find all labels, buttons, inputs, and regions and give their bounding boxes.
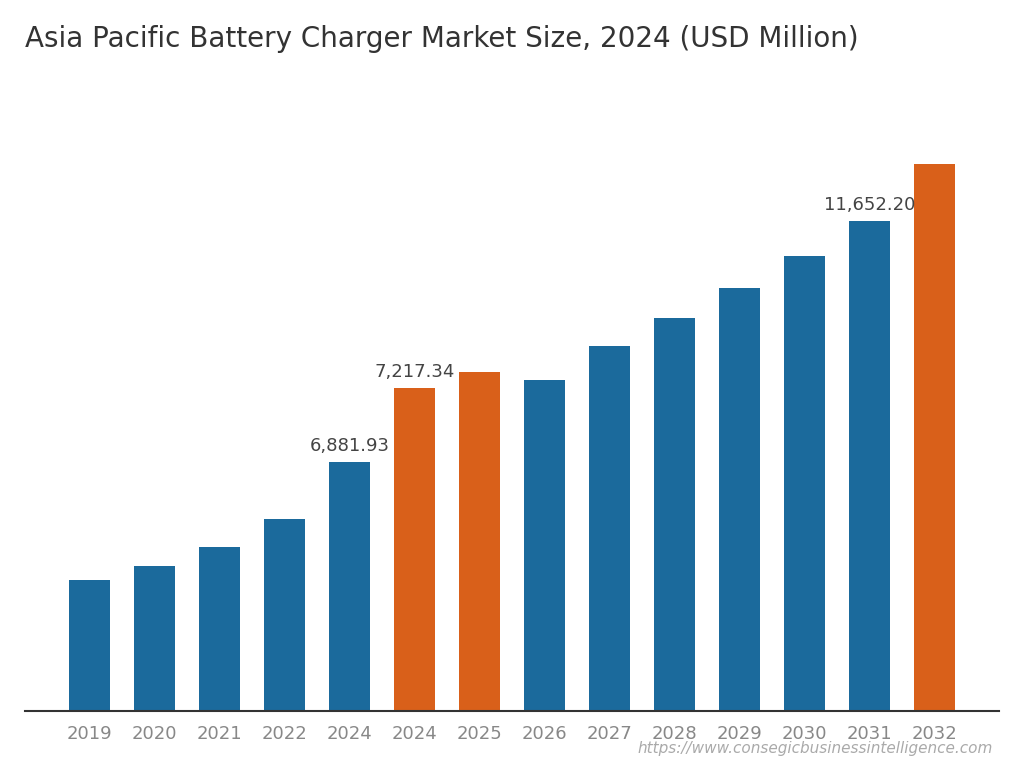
Bar [784,256,824,711]
Text: 11,652.20: 11,652.20 [824,196,915,214]
Bar [70,580,110,711]
Bar [460,372,500,711]
Bar [914,164,954,711]
Bar [850,220,890,711]
Bar [264,518,304,711]
Bar [524,380,564,711]
Bar [394,388,434,711]
Text: 6,881.93: 6,881.93 [309,437,389,455]
Text: https://www.consegicbusinessintelligence.com: https://www.consegicbusinessintelligence… [638,741,993,756]
Bar [654,318,694,711]
Bar [200,547,240,711]
Text: 7,217.34: 7,217.34 [375,363,455,381]
Bar [590,346,630,711]
Bar [134,565,174,711]
Text: Asia Pacific Battery Charger Market Size, 2024 (USD Million): Asia Pacific Battery Charger Market Size… [25,25,859,53]
Bar [720,288,760,711]
Bar [330,462,370,711]
